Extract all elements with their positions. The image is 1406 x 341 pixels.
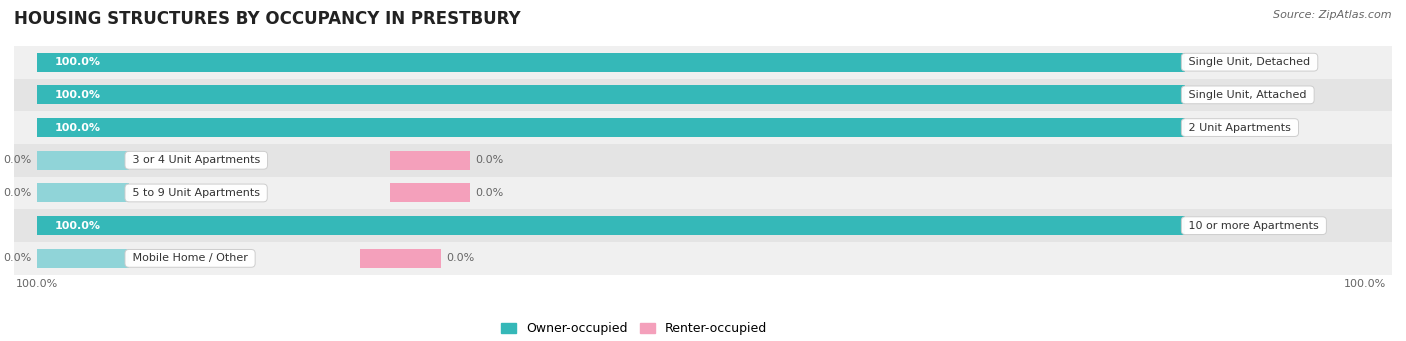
Bar (389, 151, 470, 170)
Text: Single Unit, Detached: Single Unit, Detached (1185, 57, 1313, 67)
Text: 0.0%: 0.0% (3, 253, 31, 263)
Text: HOUSING STRUCTURES BY OCCUPANCY IN PRESTBURY: HOUSING STRUCTURES BY OCCUPANCY IN PREST… (14, 10, 520, 28)
Bar (37, 183, 129, 203)
Bar (37, 53, 1185, 72)
Legend: Owner-occupied, Renter-occupied: Owner-occupied, Renter-occupied (496, 317, 772, 340)
Bar (37, 85, 1185, 104)
Text: Source: ZipAtlas.com: Source: ZipAtlas.com (1274, 10, 1392, 20)
Bar (37, 118, 1185, 137)
Text: 100.0%: 100.0% (55, 122, 100, 133)
Text: 100.0%: 100.0% (55, 90, 100, 100)
Text: 100.0%: 100.0% (55, 221, 100, 231)
Text: 100.0%: 100.0% (15, 279, 58, 288)
Bar (14, 78, 1392, 111)
Bar (37, 151, 129, 170)
Bar (37, 216, 1185, 235)
Text: 0.0%: 0.0% (3, 155, 31, 165)
Text: 10 or more Apartments: 10 or more Apartments (1185, 221, 1323, 231)
Text: 3 or 4 Unit Apartments: 3 or 4 Unit Apartments (129, 155, 264, 165)
Bar (14, 177, 1392, 209)
Text: 0.0%: 0.0% (446, 253, 475, 263)
Bar (1398, 118, 1406, 137)
Text: 0.0%: 0.0% (475, 155, 503, 165)
Bar (14, 46, 1392, 78)
Text: 5 to 9 Unit Apartments: 5 to 9 Unit Apartments (129, 188, 263, 198)
Text: 2 Unit Apartments: 2 Unit Apartments (1185, 122, 1295, 133)
Bar (14, 111, 1392, 144)
Text: Mobile Home / Other: Mobile Home / Other (129, 253, 252, 263)
Bar (14, 144, 1392, 177)
Text: 0.0%: 0.0% (3, 188, 31, 198)
Text: 0.0%: 0.0% (475, 188, 503, 198)
Text: 100.0%: 100.0% (1344, 279, 1386, 288)
Bar (389, 183, 470, 203)
Text: Single Unit, Attached: Single Unit, Attached (1185, 90, 1310, 100)
Bar (14, 242, 1392, 275)
Bar (14, 209, 1392, 242)
Text: 100.0%: 100.0% (55, 57, 100, 67)
Bar (37, 249, 129, 268)
Bar (360, 249, 440, 268)
